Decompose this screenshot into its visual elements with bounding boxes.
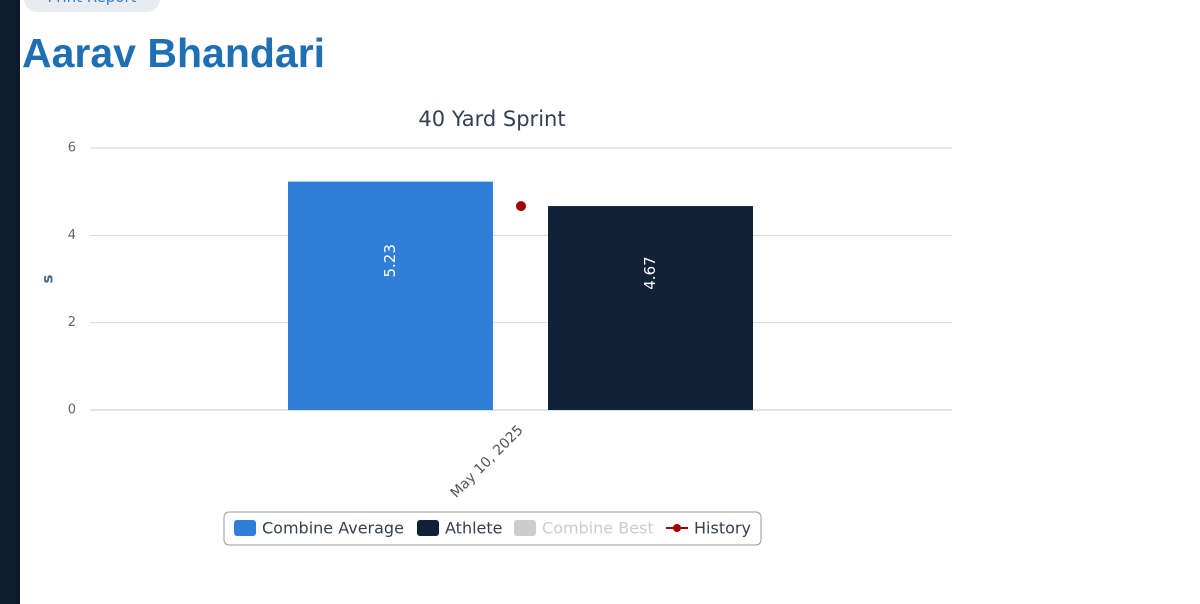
athlete-name: Aarav Bhandari xyxy=(22,30,326,76)
y-tick-label: 4 xyxy=(68,228,76,243)
y-tick-label: 2 xyxy=(68,315,76,330)
x-tick-label: May 10, 2025 xyxy=(448,422,527,501)
data-label: 5.23 xyxy=(381,244,399,277)
legend-label[interactable]: Athlete xyxy=(445,519,502,538)
legend-box xyxy=(223,511,762,546)
legend-dot[interactable] xyxy=(673,524,681,532)
bar xyxy=(548,206,753,410)
y-tick-label: 0 xyxy=(68,403,76,418)
legend-label[interactable]: Combine Average xyxy=(262,519,404,538)
legend-swatch[interactable] xyxy=(234,520,256,536)
print-button[interactable]: Print Report xyxy=(24,0,160,12)
legend-swatch[interactable] xyxy=(417,520,439,536)
data-label: 4.67 xyxy=(641,256,659,289)
bar xyxy=(288,181,493,410)
chart-title: 40 Yard Sprint xyxy=(418,107,565,131)
legend-label[interactable]: History xyxy=(694,519,751,538)
side-strip xyxy=(0,0,20,604)
legend-label[interactable]: Combine Best xyxy=(542,519,654,538)
legend-swatch[interactable] xyxy=(514,520,536,536)
history-point xyxy=(516,201,526,212)
y-axis-label: s xyxy=(39,274,57,283)
y-tick-label: 6 xyxy=(68,141,76,156)
